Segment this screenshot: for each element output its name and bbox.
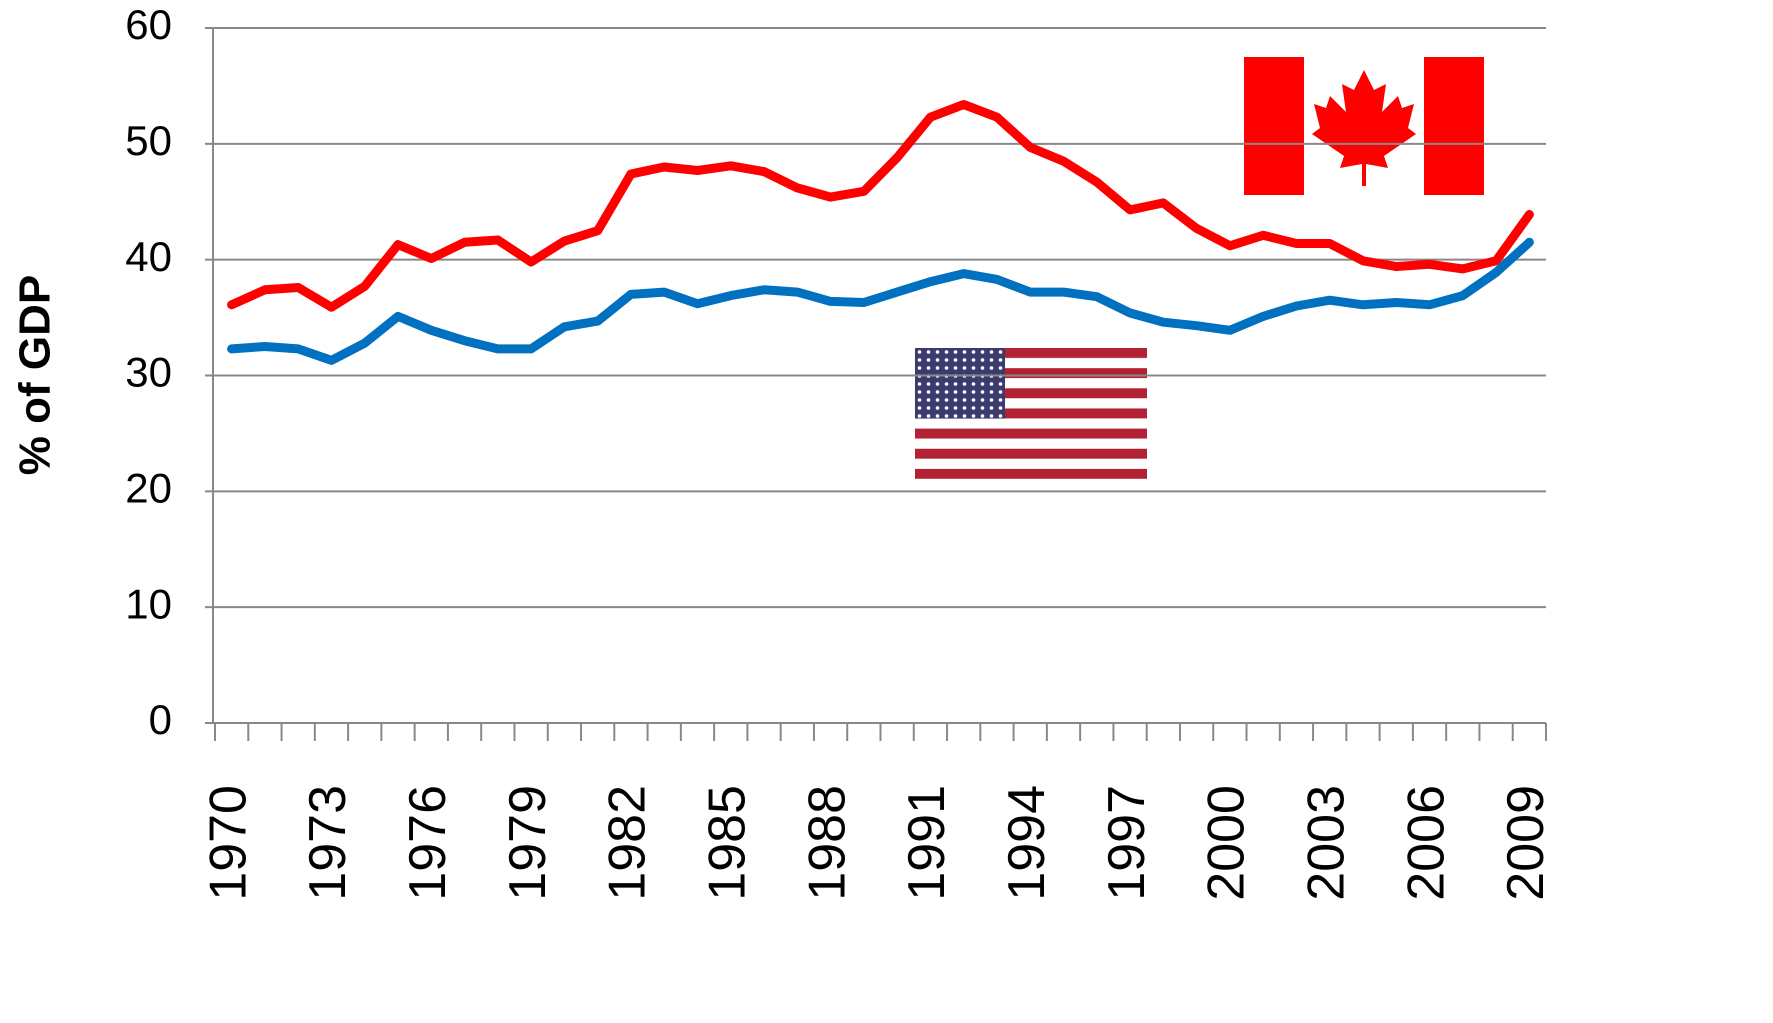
y-axis-label: % of GDP [11,275,60,475]
x-tick-label: 1979 [499,785,557,901]
y-tick-label: 0 [149,696,172,743]
x-tick-label: 1982 [599,785,657,901]
x-tick-label: 1997 [1098,785,1156,901]
x-tick-label: 1976 [399,785,457,901]
x-tick-label: 2000 [1198,785,1256,901]
x-tick-label: 1985 [698,785,756,901]
x-tick-label: 2009 [1497,785,1555,901]
x-tick-label: 2003 [1297,785,1355,901]
x-tick-label: 1973 [299,785,357,901]
x-tick-label: 1970 [199,785,257,901]
y-tick-label: 20 [125,464,172,511]
x-tick-label: 1988 [798,785,856,901]
x-tick-label: 1994 [998,785,1056,901]
y-tick-label: 40 [125,233,172,280]
y-tick-label: 60 [125,1,172,48]
x-tick-label: 1991 [898,785,956,901]
x-tick-label: 2006 [1397,785,1455,901]
line-series [227,100,1534,312]
y-tick-label: 50 [125,117,172,164]
y-tick-label: 30 [125,349,172,396]
y-tick-label: 10 [125,580,172,627]
usa-flag [915,348,1147,479]
canada-flag [1244,57,1484,195]
line-series [227,237,1534,365]
